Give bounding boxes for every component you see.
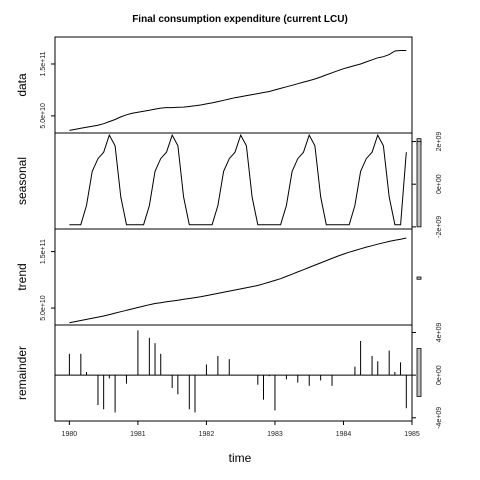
seasonal-panel: seasonal -2e+09 0e+00 2e+09	[15, 132, 443, 238]
seasonal-y-tick-label: 0e+00	[436, 174, 443, 194]
trend-panel-frame	[54, 228, 413, 326]
seasonal-range-bar	[416, 141, 422, 228]
data-line	[69, 50, 407, 131]
trend-y-tick-label: 1.5e+11	[40, 239, 47, 264]
seasonal-line	[69, 133, 407, 226]
chart-title: Final consumption expenditure (current L…	[132, 14, 348, 25]
seasonal-y-tick-label: -2e+09	[436, 216, 443, 238]
x-tick-label: 1981	[130, 431, 146, 438]
data-panel: data 5.0e+10 1.5e+11	[15, 36, 422, 146]
remainder-y-tick-label: 0e+00	[436, 365, 443, 385]
remainder-y-tick-label: -4e+09	[436, 407, 443, 429]
remainder-panel-frame	[54, 324, 413, 422]
seasonal-y-tick-label: 2e+09	[436, 132, 443, 152]
seasonal-panel-frame	[54, 132, 413, 230]
data-y-tick-label: 5.0e+10	[40, 103, 47, 129]
data-panel-frame	[54, 36, 413, 134]
x-tick-label: 1980	[62, 431, 78, 438]
trend-panel: trend 5.0e+10 1.5e+11	[15, 228, 422, 326]
remainder-range-bar	[416, 348, 422, 397]
trend-axis-label: trend	[15, 263, 29, 290]
seasonal-axis-label: seasonal	[15, 157, 29, 205]
remainder-panel: remainder -4e+09 0e+00 4e+09	[15, 323, 443, 429]
remainder-axis-label: remainder	[15, 346, 29, 400]
panels-group: data 5.0e+10 1.5e+11 seasonal -2e+09 0e+00 2e+…	[15, 36, 443, 429]
x-tick-label: 1982	[199, 431, 215, 438]
time-axis: 1980 1981 1982 1983 1984 1985	[62, 421, 420, 438]
remainder-y-tick-label: 4e+09	[436, 323, 443, 343]
trend-y-tick-label: 5.0e+10	[40, 295, 47, 321]
data-axis-label: data	[15, 73, 29, 97]
x-axis-label: time	[229, 451, 252, 465]
data-y-tick-label: 1.5e+11	[40, 51, 47, 76]
trend-line	[69, 237, 407, 324]
x-tick-label: 1984	[336, 431, 352, 438]
x-tick-label: 1985	[404, 431, 420, 438]
trend-range-bar	[416, 276, 422, 280]
x-tick-label: 1983	[267, 431, 283, 438]
